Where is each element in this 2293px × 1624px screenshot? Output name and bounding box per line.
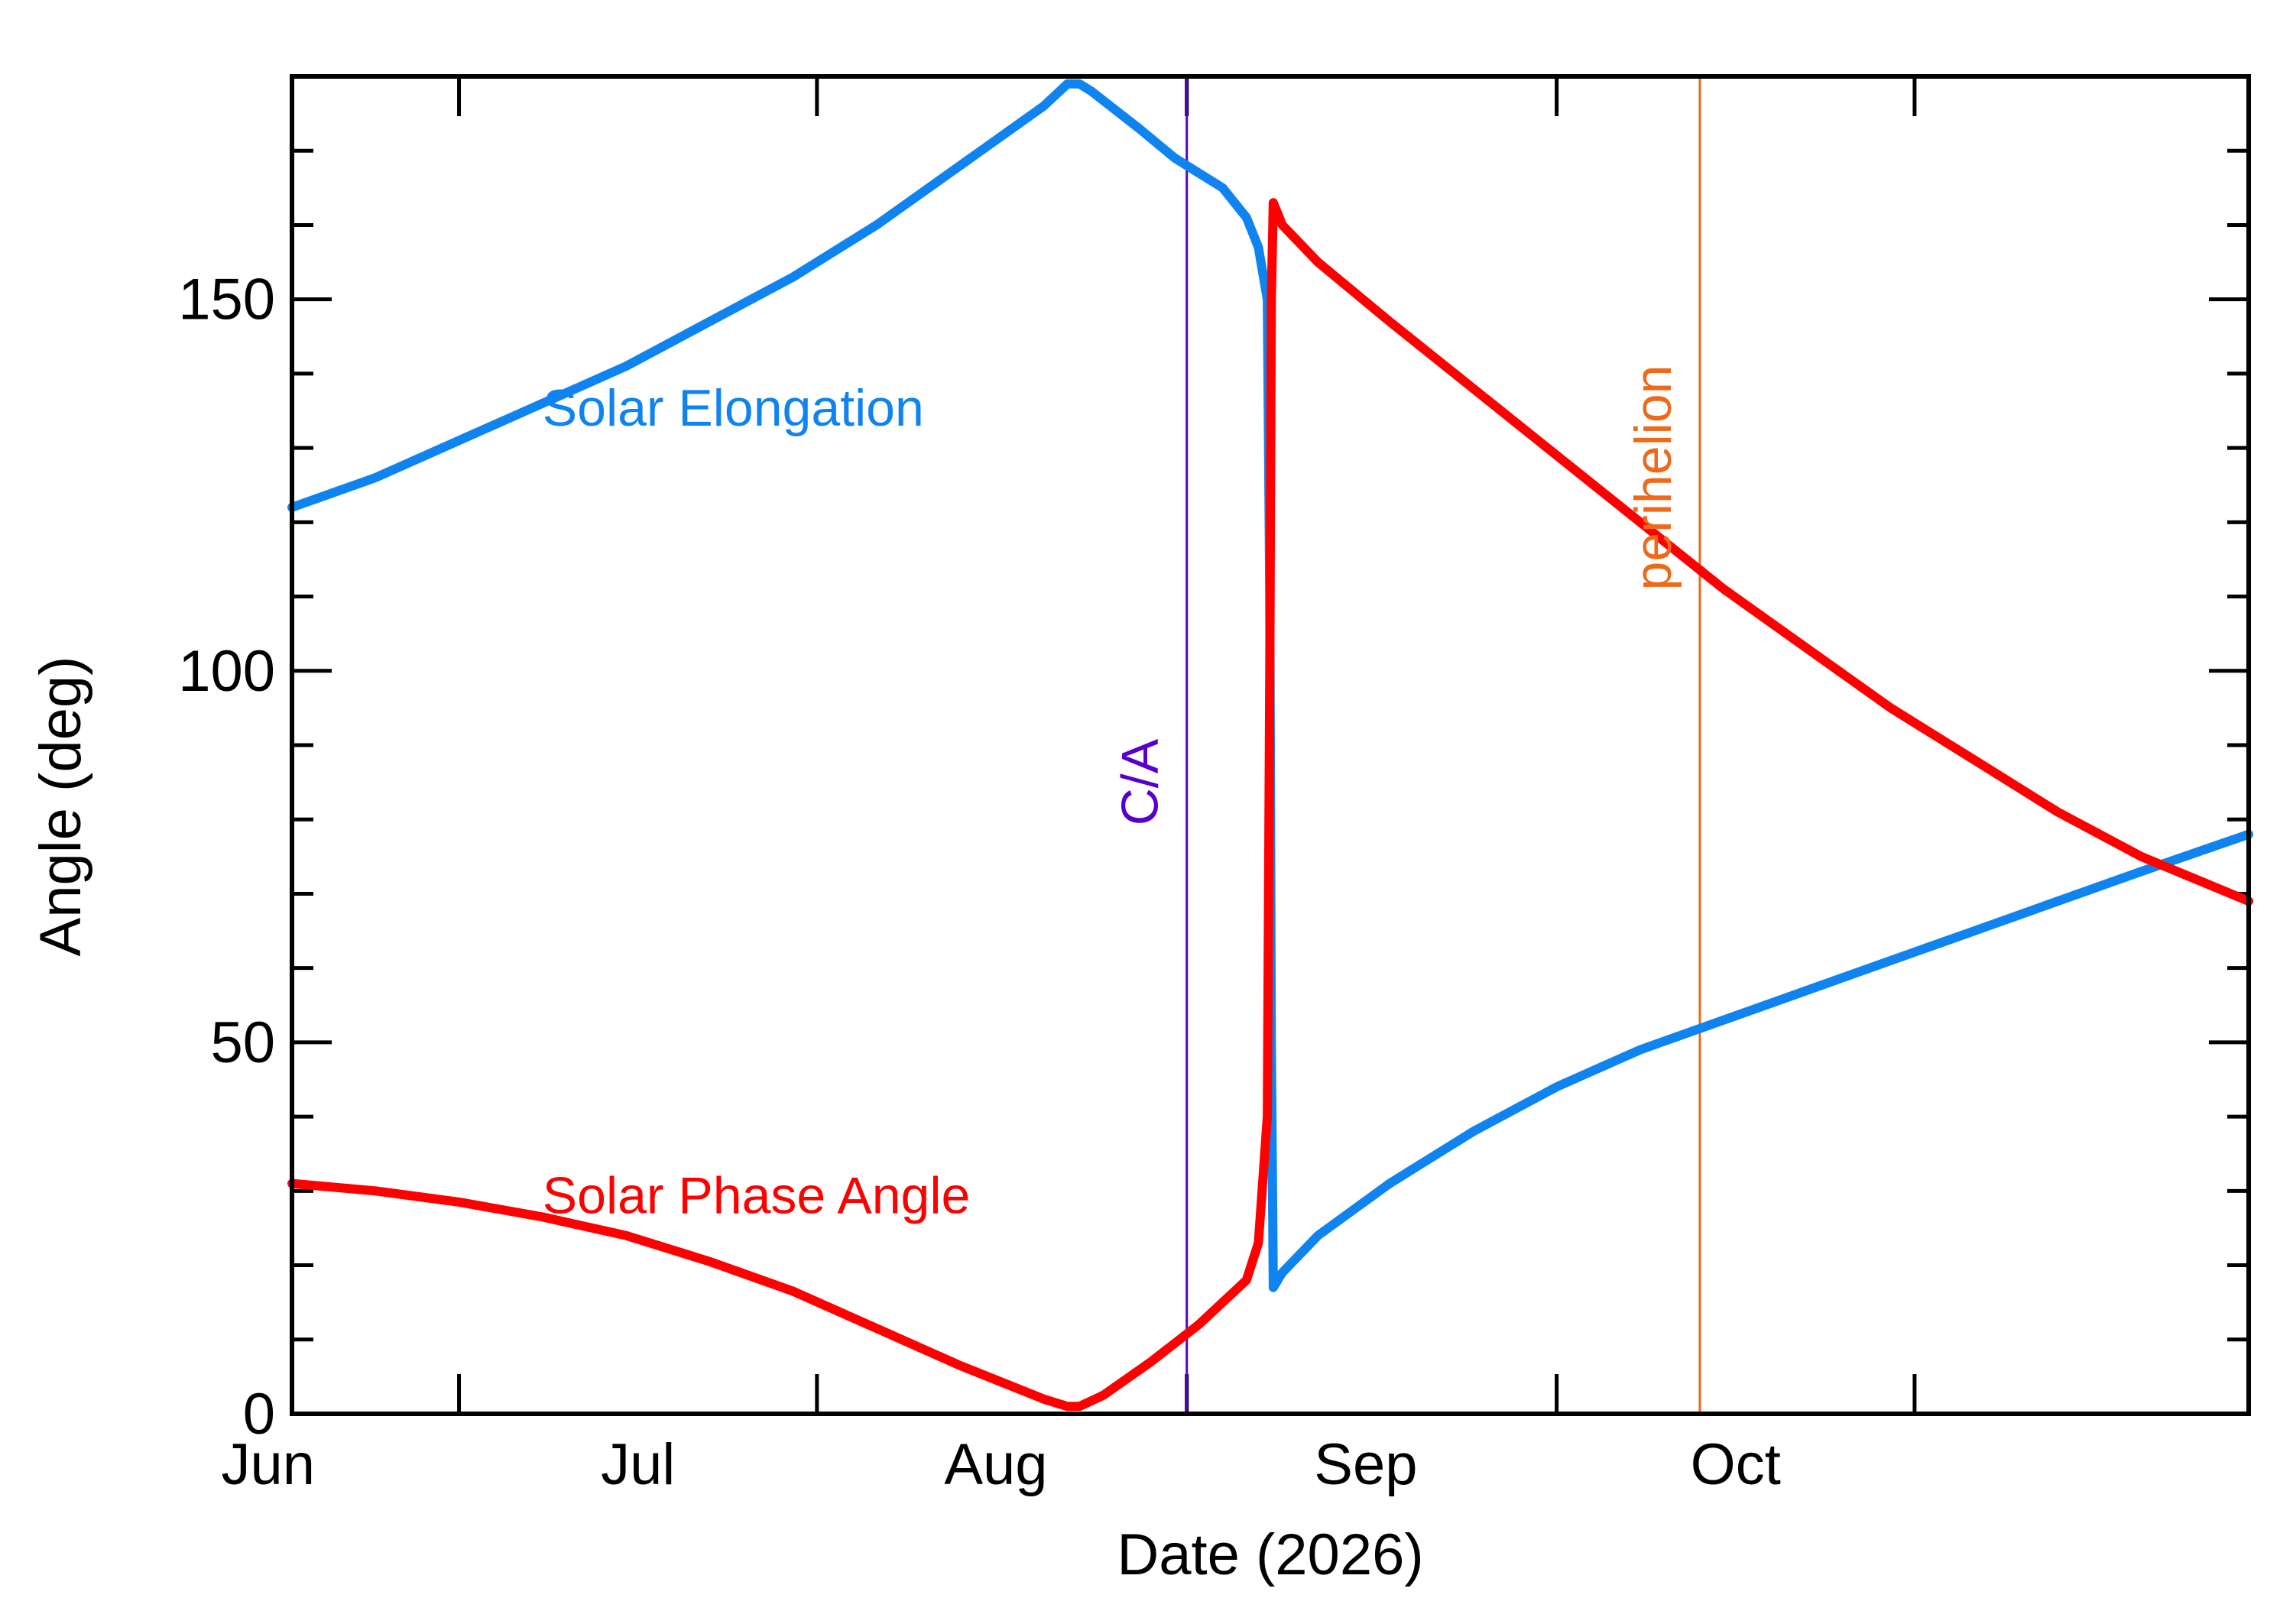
series-labels: C/A perihelion Solar Elongation Solar Phase… xyxy=(543,365,1682,1225)
y-tick-label: 50 xyxy=(210,1010,275,1075)
event-markers xyxy=(1185,76,1701,1414)
x-tick-label: Jul xyxy=(601,1432,675,1497)
series-label: Solar Elongation xyxy=(543,379,924,437)
y-tick-label: 150 xyxy=(178,267,275,332)
series-line xyxy=(287,79,2253,1292)
x-axis-title: Date (2026) xyxy=(1117,1522,1423,1587)
y-tick-label: 100 xyxy=(178,639,275,704)
y-axis-title: Angle (deg) xyxy=(28,656,93,957)
y-tick-label: 0 xyxy=(243,1382,275,1447)
tick-labels: 0 50 100 150 Jun Jul Aug Sep Oct xyxy=(178,267,1781,1497)
series-label: Solar Phase Angle xyxy=(543,1167,971,1225)
x-tick-label: Sep xyxy=(1314,1432,1417,1497)
series-lines xyxy=(287,79,2253,1412)
marker-label: perihelion xyxy=(1624,365,1682,591)
series-line xyxy=(287,198,2253,1412)
x-tick-label: Jun xyxy=(222,1432,316,1497)
x-tick-label: Aug xyxy=(944,1432,1047,1497)
marker-label: C/A xyxy=(1111,738,1169,825)
plot-frame xyxy=(290,74,2251,1416)
x-tick-label: Oct xyxy=(1691,1432,1781,1497)
